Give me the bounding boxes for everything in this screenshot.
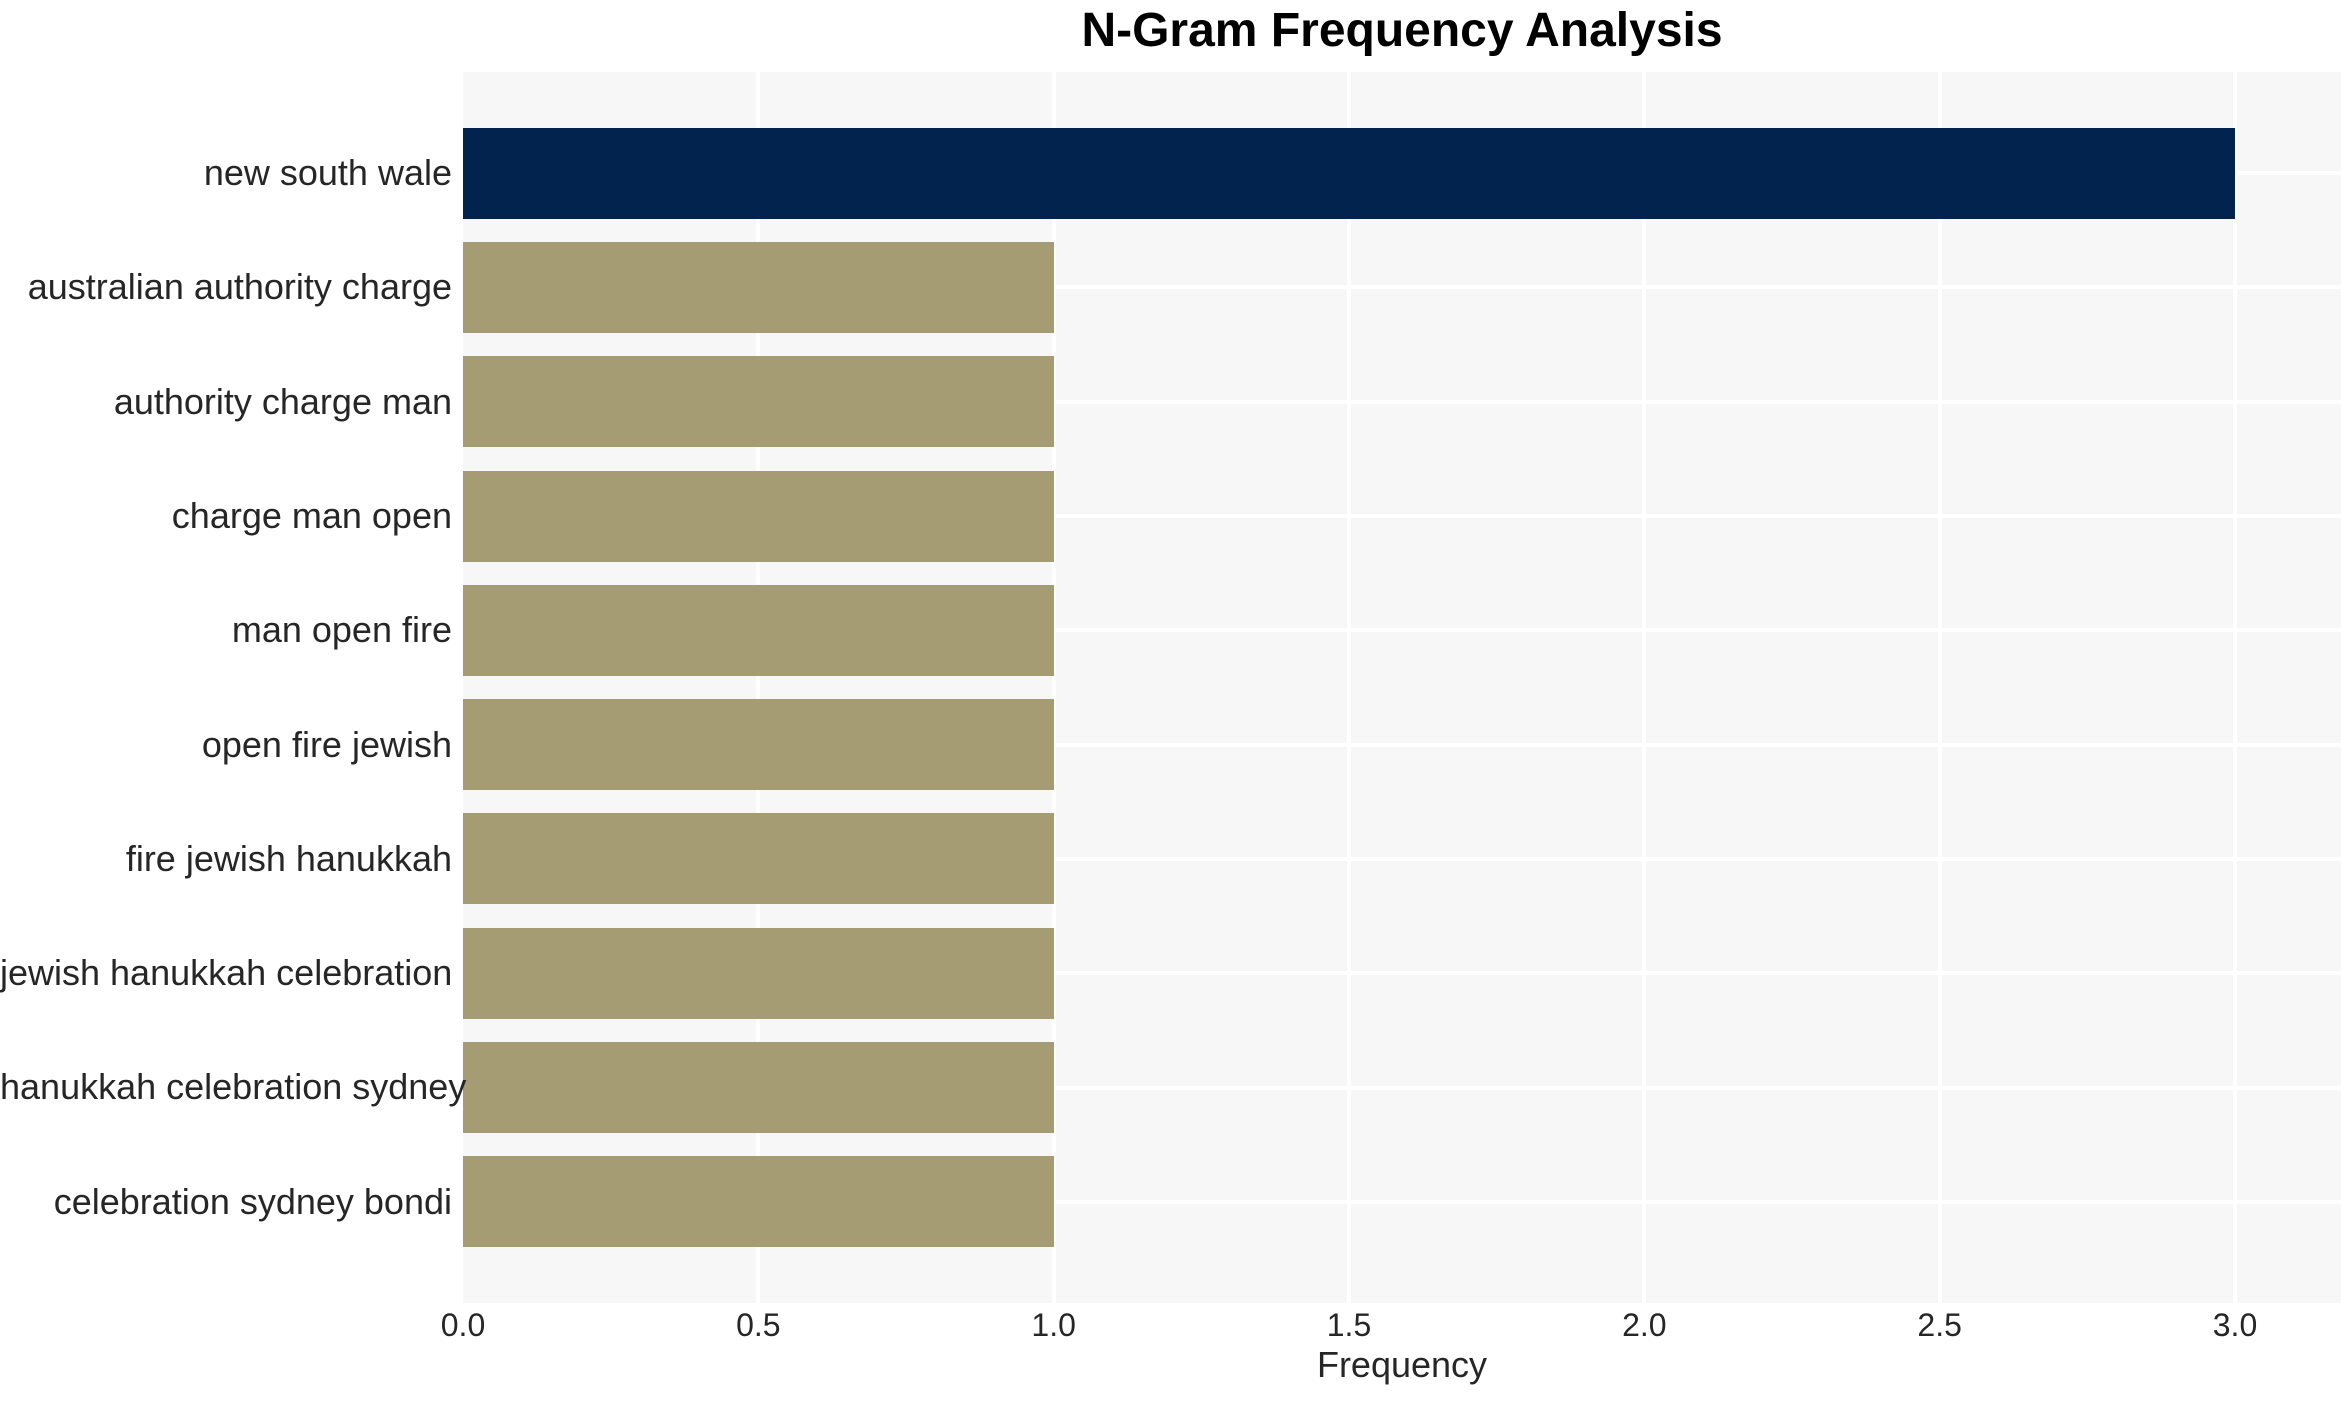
h-gridline xyxy=(463,514,2341,519)
x-tick-label: 0.0 xyxy=(440,1307,486,1343)
h-gridline xyxy=(463,971,2341,976)
y-tick-label: authority charge man xyxy=(113,380,452,422)
v-gridline xyxy=(2233,72,2237,1303)
h-gridline xyxy=(463,742,2341,747)
x-tick-label: 2.0 xyxy=(1622,1307,1667,1343)
bar xyxy=(463,584,1054,676)
bar xyxy=(463,813,1054,905)
h-gridline xyxy=(463,1199,2341,1204)
y-axis-labels: new south wale australian authority charg… xyxy=(0,72,467,1303)
v-gridline xyxy=(1937,72,1942,1303)
y-tick-label: australian authority charge xyxy=(27,266,452,308)
x-tick-label: 2.5 xyxy=(1917,1307,1962,1343)
y-tick-label: fire jewish hanukkah xyxy=(125,837,452,879)
y-tick-label: open fire jewish xyxy=(201,723,452,765)
chart-title: N-Gram Frequency Analysis xyxy=(1081,4,1723,57)
x-tick-label: 1.5 xyxy=(1326,1307,1372,1343)
v-gridline xyxy=(1347,72,1351,1303)
y-tick-label: man open fire xyxy=(231,609,452,651)
v-gridline xyxy=(1642,72,1647,1303)
bar xyxy=(463,470,1054,562)
h-gridline xyxy=(463,856,2341,861)
h-gridline xyxy=(463,399,2341,404)
bar xyxy=(463,127,2235,219)
bar xyxy=(463,927,1054,1019)
y-tick-label: celebration sydney bondi xyxy=(53,1180,452,1222)
x-tick-label: 3.0 xyxy=(2212,1307,2258,1343)
bar xyxy=(463,1156,1054,1248)
v-gridline xyxy=(1051,72,1056,1303)
h-gridline xyxy=(463,285,2341,290)
plot-area xyxy=(463,72,2341,1303)
x-tick-label: 1.0 xyxy=(1031,1307,1076,1343)
h-gridline xyxy=(463,1085,2341,1090)
y-tick-label: charge man open xyxy=(171,494,452,536)
x-axis-ticks: 0.0 0.5 1.0 1.5 2.0 2.5 3.0 xyxy=(441,1307,2341,1347)
bar xyxy=(463,1042,1054,1134)
bar xyxy=(463,699,1054,791)
x-tick-label: 0.5 xyxy=(736,1307,781,1343)
y-tick-label: hanukkah celebration sydney xyxy=(0,1066,467,1108)
y-tick-label: new south wale xyxy=(203,152,452,193)
bar xyxy=(463,356,1054,448)
x-axis-label: Frequency xyxy=(1316,1344,1488,1385)
y-tick-label: jewish hanukkah celebration xyxy=(0,952,453,994)
h-gridline xyxy=(463,628,2341,633)
bar xyxy=(463,241,1054,333)
v-gridline xyxy=(756,72,761,1303)
